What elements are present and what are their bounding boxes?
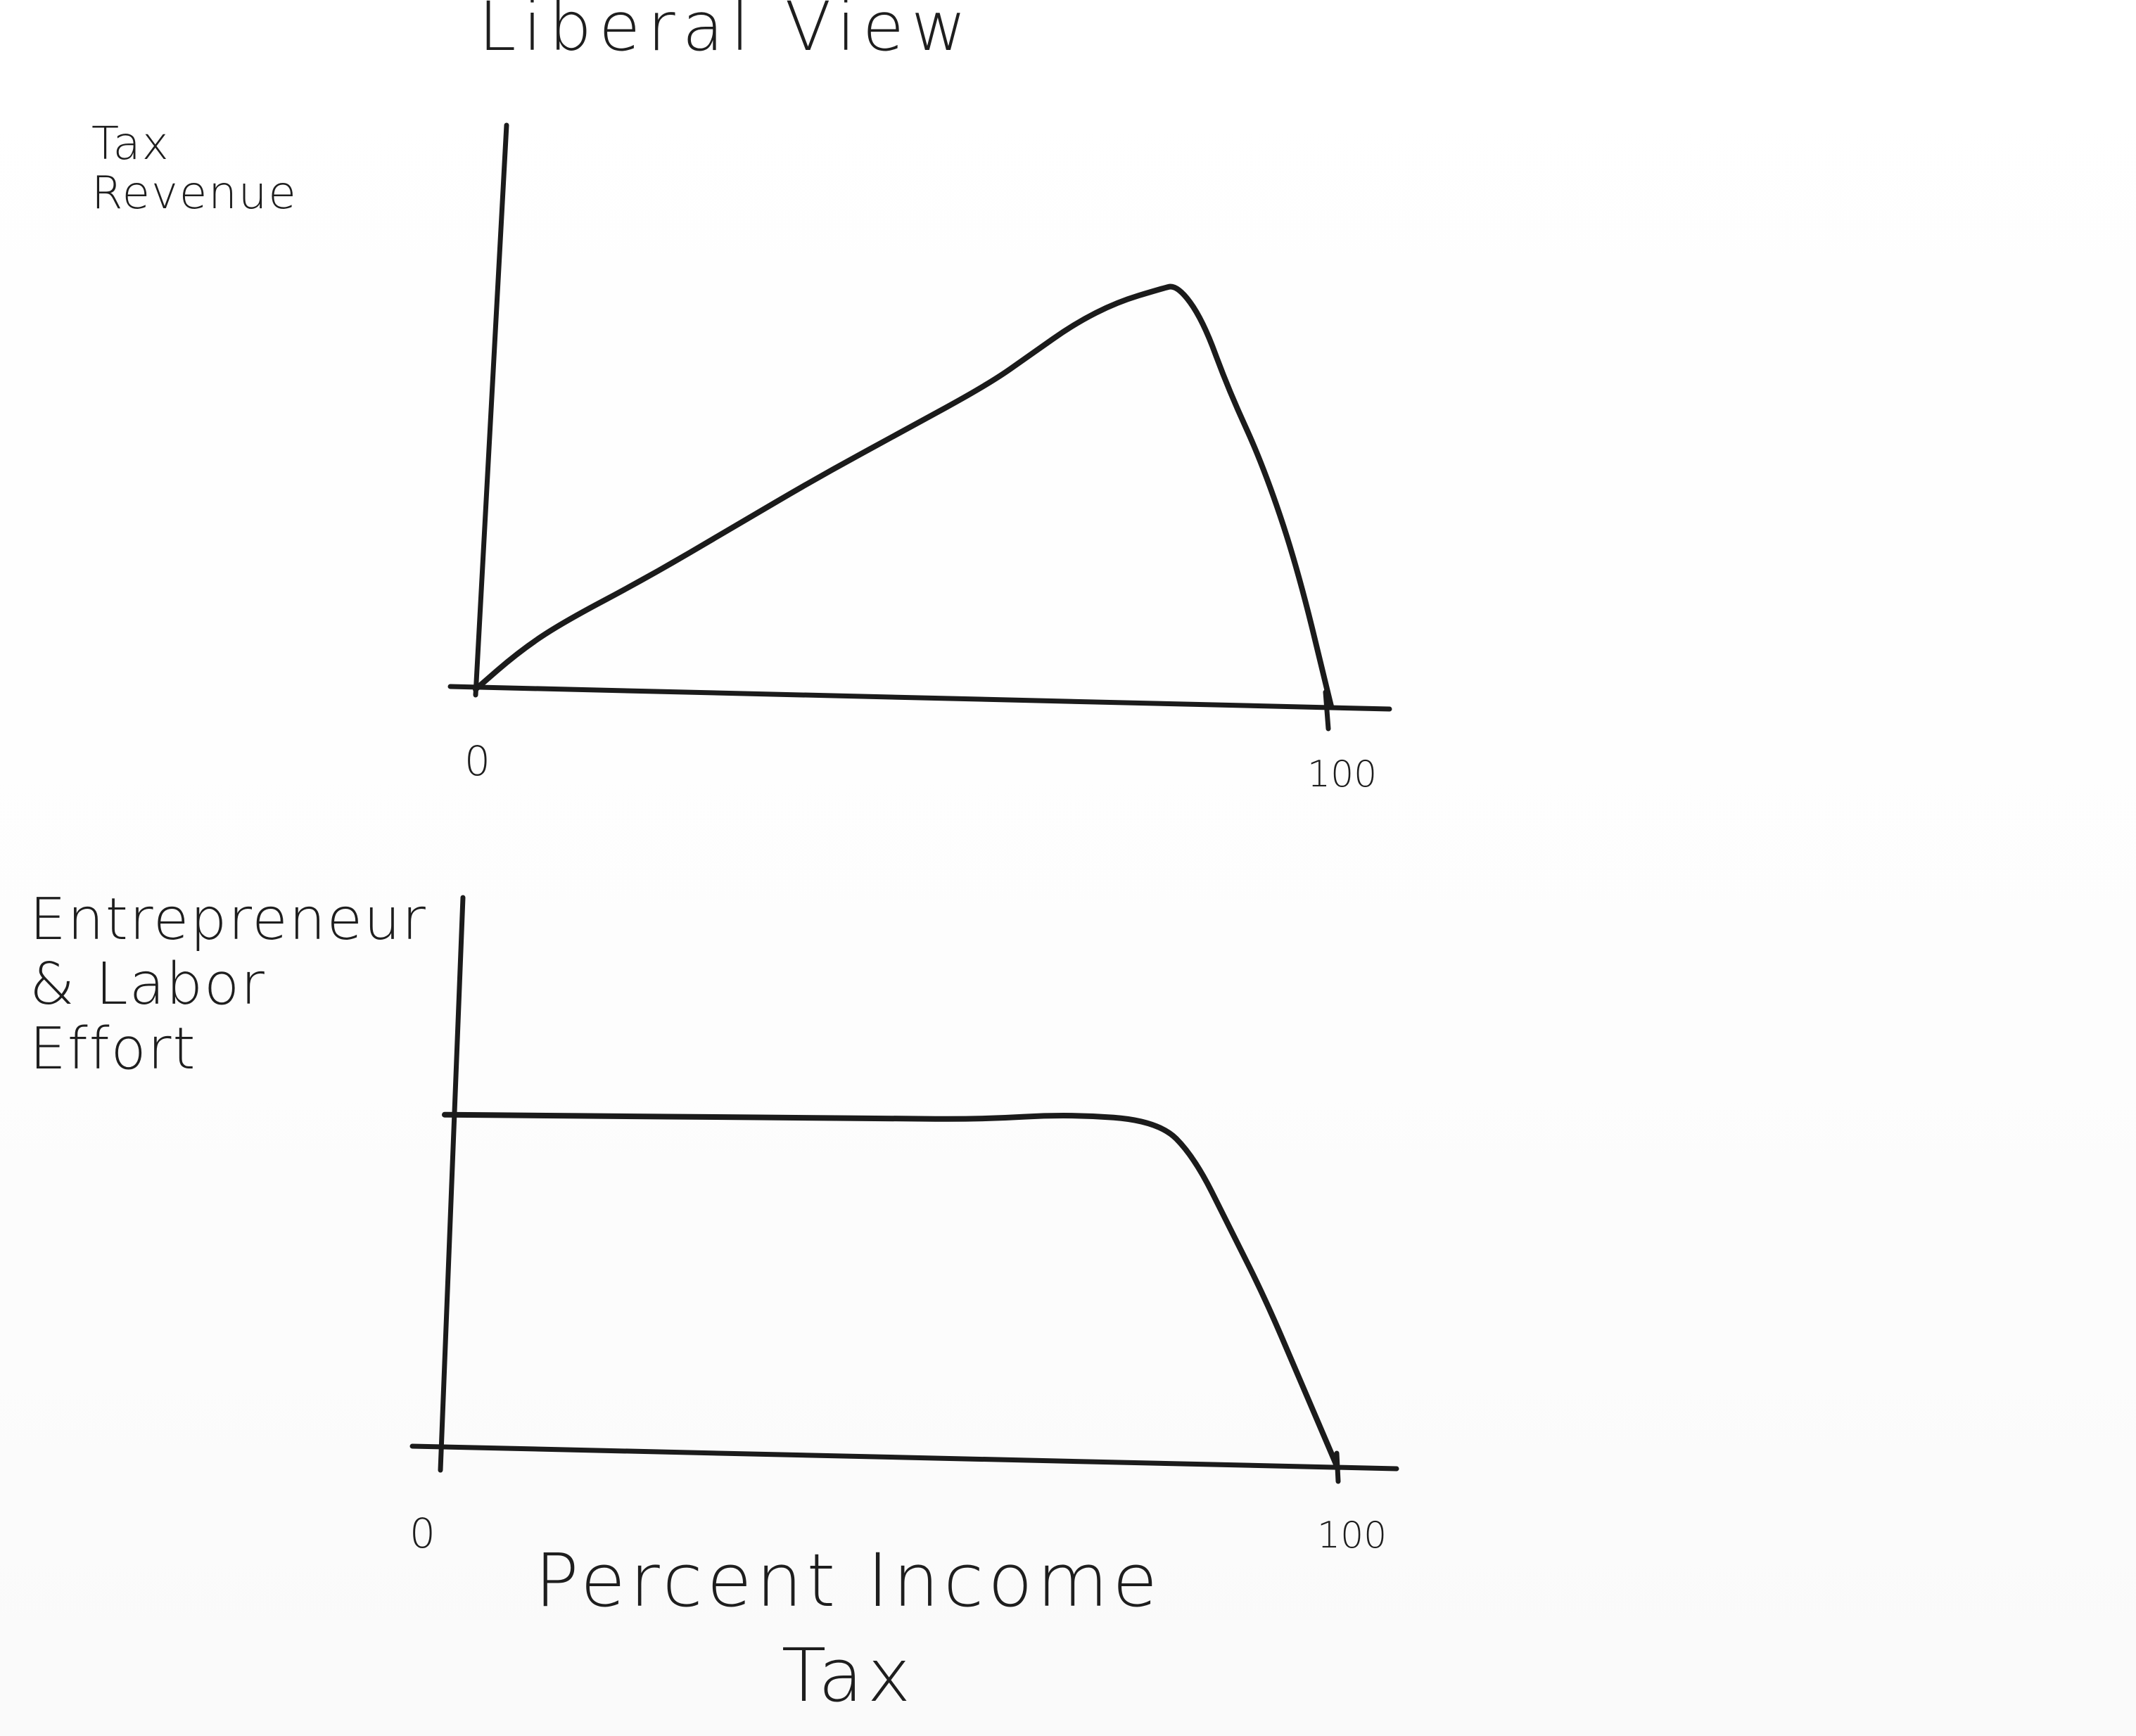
xlabel-line-1: Percent Income — [535, 1538, 1162, 1623]
bottom-chart-y-axis — [438, 895, 466, 1473]
xlabel-line-2: Tax — [781, 1633, 915, 1719]
page-title: Liberal View — [478, 0, 974, 66]
bottom-chart: 0 100 — [409, 895, 1399, 1557]
top-ylabel-line-2: Revenue — [91, 167, 298, 220]
bottom-chart-tick-label-100: 100 — [1317, 1514, 1387, 1557]
top-ylabel-line-1: Tax — [91, 118, 170, 170]
bottom-chart-x-axis — [409, 1443, 1399, 1472]
bottom-ylabel-line-3: Effort — [30, 1015, 197, 1083]
top-chart-tick-100 — [1323, 689, 1331, 732]
top-chart: 0 100 — [447, 122, 1392, 796]
top-chart-y-axis — [473, 122, 509, 698]
bottom-chart-tick-label-0: 0 — [409, 1510, 436, 1557]
bottom-ylabel-line-2: & Labor — [30, 950, 266, 1018]
top-chart-x-axis — [447, 684, 1392, 712]
bottom-chart-y-axis-label: Entrepreneur & Labor Effort — [30, 888, 427, 1081]
bottom-ylabel-line-1: Entrepreneur — [30, 886, 427, 953]
bottom-chart-series-line — [442, 1111, 1340, 1469]
top-chart-series-line — [473, 283, 1334, 709]
bottom-chart-x-axis-label: Percent Income Tax — [535, 1533, 1162, 1723]
top-chart-tick-label-0: 0 — [464, 737, 490, 785]
top-chart-tick-label-100: 100 — [1307, 753, 1377, 796]
top-chart-y-axis-label: Tax Revenue — [91, 120, 298, 219]
